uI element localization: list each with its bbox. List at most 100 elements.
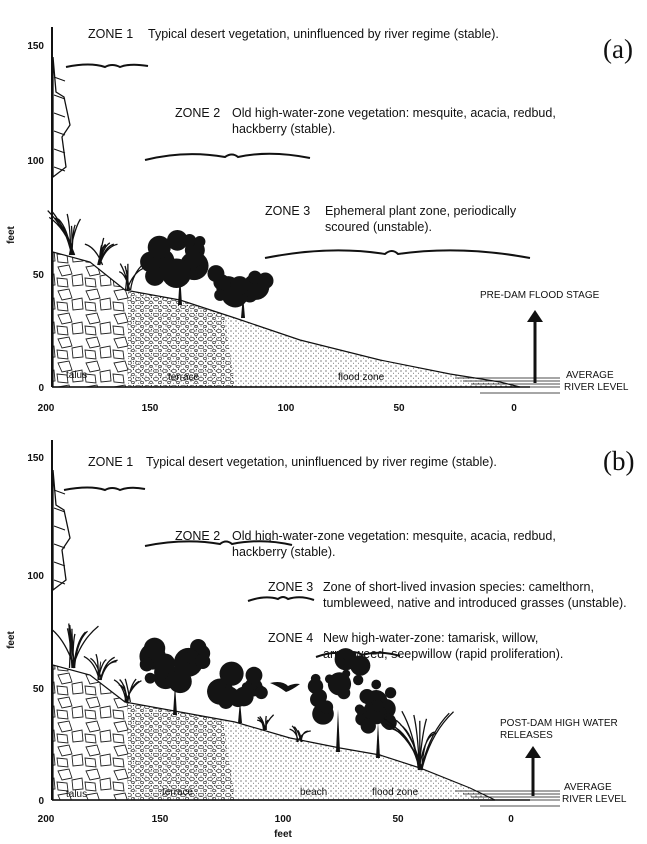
zone-bracket <box>265 250 530 258</box>
shrub <box>51 623 98 668</box>
tree-foliage <box>195 654 210 669</box>
x-tick-label: 200 <box>38 403 55 414</box>
river-label: RIVER LEVEL <box>564 382 629 393</box>
y-tick-label: 150 <box>27 41 44 52</box>
zone-name: ZONE 1 <box>88 455 133 469</box>
zone-name: ZONE 3 <box>268 580 313 594</box>
tree-foliage <box>145 266 165 286</box>
tree-foliage <box>328 672 351 695</box>
tree-foliage <box>244 683 254 693</box>
stage-label: RELEASES <box>500 730 553 741</box>
tree-foliage <box>372 700 384 712</box>
tree-foliage <box>361 718 376 733</box>
zone-text: New high-water-zone: tamarisk, willow, <box>323 631 538 645</box>
river-label: AVERAGE <box>566 370 614 381</box>
shrub <box>85 238 118 265</box>
zone-text: Old high-water-zone vegetation: mesquite… <box>232 529 556 543</box>
tree-foliage <box>140 657 154 671</box>
y-tick-label: 150 <box>27 453 44 464</box>
arrow-head <box>527 310 543 322</box>
tree-foliage <box>168 670 191 693</box>
talus <box>50 600 128 810</box>
zone-bracket <box>64 488 145 491</box>
ground-label: flood zone <box>338 372 385 383</box>
tree-trunk <box>336 709 340 752</box>
zone-bracket <box>248 597 314 601</box>
tree-foliage <box>310 691 326 707</box>
zone-name: ZONE 1 <box>88 27 133 41</box>
zone-text: Old high-water-zone vegetation: mesquite… <box>232 106 556 120</box>
tree-foliage <box>195 266 204 275</box>
panel-a: (a) feet 150 100 50 0 200 150 100 50 0 Z… <box>6 27 633 414</box>
panel-label: (a) <box>603 34 633 64</box>
diagram: (a) feet 150 100 50 0 200 150 100 50 0 Z… <box>0 0 647 844</box>
tree-foliage <box>350 656 370 676</box>
zone-bracket <box>66 65 148 68</box>
zone-text: Typical desert vegetation, uninfluenced … <box>146 455 497 469</box>
zone-text: tumbleweed, native and introduced grasse… <box>323 596 627 610</box>
arrow-head <box>525 746 541 758</box>
river-label: AVERAGE <box>564 782 612 793</box>
x-axis-title: feet <box>274 829 292 840</box>
y-tick-label: 100 <box>27 156 44 167</box>
tree-foliage <box>183 234 196 247</box>
zone-text: scoured (unstable). <box>325 220 432 234</box>
y-tick-label: 0 <box>38 383 44 394</box>
stage-label: PRE-DAM FLOOD STAGE <box>480 290 600 301</box>
cliff-rock <box>53 470 70 590</box>
tree-foliage <box>145 673 156 684</box>
zone-name: ZONE 2 <box>175 106 220 120</box>
tree-foliage <box>166 259 191 284</box>
y-tick-label: 0 <box>38 796 44 807</box>
x-tick-label: 50 <box>393 403 405 414</box>
x-tick-label: 100 <box>278 403 295 414</box>
ground-label: talus <box>66 370 87 381</box>
tree-foliage <box>246 667 263 684</box>
zone-text: Typical desert vegetation, uninfluenced … <box>148 27 499 41</box>
y-axis-title: feet <box>6 225 17 243</box>
x-tick-label: 150 <box>152 814 169 825</box>
ground-label: flood zone <box>372 787 419 798</box>
tree-foliage <box>255 686 268 699</box>
ground-label: talus <box>66 789 87 800</box>
tree-trunk <box>376 722 380 758</box>
shrub <box>257 715 273 730</box>
panel-b: (b) feet 150 100 50 0 200 150 100 50 0 f… <box>6 440 634 840</box>
tree-foliage <box>220 662 244 686</box>
tree-foliage <box>385 687 396 698</box>
ground-label: beach <box>300 787 327 798</box>
tree-foliage <box>148 236 171 259</box>
zone-name: ZONE 3 <box>265 204 310 218</box>
zone-name: ZONE 4 <box>268 631 313 645</box>
talus <box>50 187 128 397</box>
x-tick-label: 150 <box>142 403 159 414</box>
cliff-rock <box>53 57 70 177</box>
tree-foliage <box>194 236 205 247</box>
river-label: RIVER LEVEL <box>562 794 627 805</box>
tree-foliage <box>353 675 363 685</box>
bird <box>270 682 300 692</box>
ground-label: terrace <box>168 372 200 383</box>
shrub <box>119 264 144 290</box>
tree-foliage <box>337 658 345 666</box>
zone-text: hackberry (stable). <box>232 122 336 136</box>
tree-foliage <box>311 674 321 684</box>
zone-text: hackberry (stable). <box>232 545 336 559</box>
x-tick-label: 0 <box>511 403 517 414</box>
y-axis-title: feet <box>6 630 17 648</box>
x-tick-label: 0 <box>508 814 514 825</box>
tree-foliage <box>360 689 375 704</box>
tree-foliage <box>155 654 175 674</box>
y-tick-label: 100 <box>27 571 44 582</box>
zone-text: Ephemeral plant zone, periodically <box>325 204 517 218</box>
panel-label: (b) <box>603 446 634 476</box>
x-tick-label: 200 <box>38 814 55 825</box>
tree-foliage <box>371 680 381 690</box>
zone-text: Zone of short-lived invasion species: ca… <box>323 580 594 594</box>
tree-foliage <box>230 276 249 295</box>
tree-foliage <box>207 265 224 282</box>
ground-label: terrace <box>162 787 194 798</box>
x-tick-label: 100 <box>275 814 292 825</box>
y-tick-label: 50 <box>33 270 45 281</box>
ground <box>50 440 570 810</box>
